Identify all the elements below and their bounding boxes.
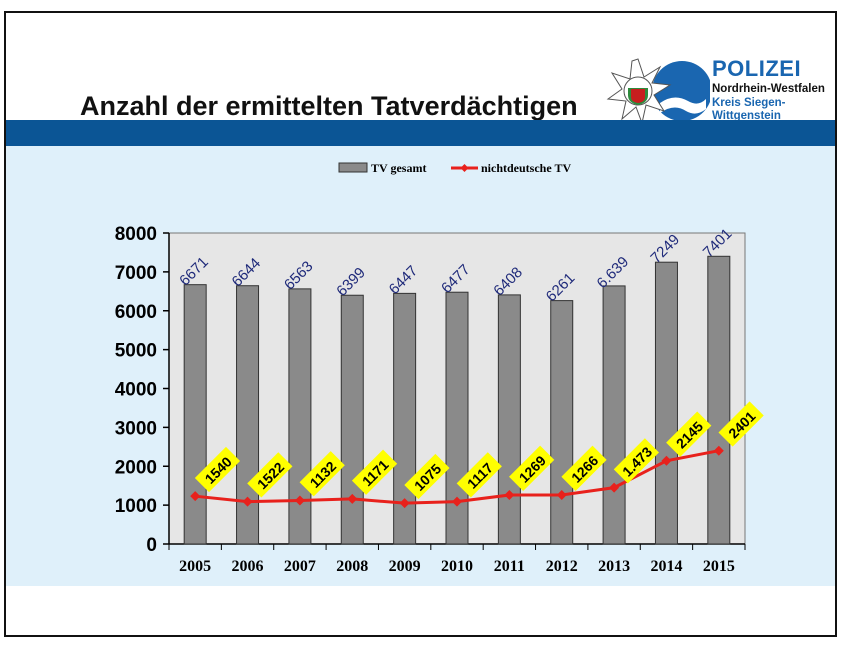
legend-bar-swatch: [338, 162, 368, 173]
line-point: [609, 482, 620, 493]
line-point: [242, 496, 253, 507]
line-label-box: [718, 401, 764, 447]
legend-bar-label: TV gesamt: [371, 161, 426, 175]
line-label-box: [404, 453, 450, 500]
line-point: [399, 498, 410, 509]
bar: [707, 255, 731, 545]
line-label-box: [666, 411, 712, 457]
bar: [550, 300, 574, 545]
chart: 0 1000 2000 3000 4000 5000 6000 7000 8000 2005 200…: [115, 161, 764, 575]
x-tick-label: 2009: [389, 558, 421, 575]
line-label-box: [299, 451, 345, 497]
bar: [497, 294, 521, 545]
y-tick-label: 0: [146, 535, 157, 556]
y-tick-label: 1000: [115, 496, 157, 517]
police-logo: POLIZEI Nordrhein-Westfalen Kreis Siegen…: [602, 51, 842, 131]
line-label-box: [509, 445, 555, 491]
header-band: [6, 120, 835, 146]
line-point: [661, 455, 672, 466]
bar: [602, 285, 626, 545]
bar: [288, 288, 312, 545]
police-star-icon: [606, 58, 710, 125]
legend-line-marker: [460, 164, 469, 172]
x-tick-label: 2011: [494, 558, 525, 575]
line-point: [713, 445, 724, 456]
line-point: [347, 493, 358, 504]
y-tick-label: 5000: [115, 341, 157, 362]
line-point: [190, 491, 201, 502]
x-tick-label: 2005: [179, 558, 211, 575]
bar: [654, 261, 678, 545]
line-label-box: [351, 449, 398, 495]
y-tick-label: 6000: [115, 302, 157, 323]
bar: [340, 294, 364, 545]
line-label-box: [247, 452, 293, 498]
y-tick-label: 2000: [115, 457, 157, 478]
line-label-box: [561, 445, 607, 491]
legend-line-label: nichtdeutsche TV: [481, 161, 571, 175]
y-tick-label: 3000: [115, 418, 157, 439]
logo-title: POLIZEI: [712, 56, 802, 81]
logo-state: Nordrhein-Westfalen: [712, 83, 825, 95]
line-label-box: [613, 438, 660, 484]
line-label-box: [194, 446, 241, 493]
x-tick-label: 2012: [546, 558, 578, 575]
y-tick-label: 8000: [115, 224, 157, 245]
x-tick-label: 2015: [703, 558, 735, 575]
line-point: [556, 490, 567, 501]
logo-district-2: Wittgenstein: [712, 110, 781, 122]
x-tick-label: 2008: [336, 558, 368, 575]
x-tick-label: 2014: [650, 558, 682, 575]
line-point: [504, 490, 515, 501]
x-tick-label: 2006: [232, 558, 264, 575]
line-point: [452, 496, 462, 507]
y-tick-label: 4000: [115, 380, 157, 401]
x-tick-label: 2007: [284, 558, 316, 575]
logo-district-1: Kreis Siegen-: [712, 97, 786, 109]
line-point: [294, 495, 305, 506]
slide-title: Anzahl der ermittelten Tatverdächtigen: [80, 91, 578, 121]
x-tick-label: 2013: [598, 558, 630, 575]
chart-panel: 0 1000 2000 3000 4000 5000 6000 7000 8000 2005 200…: [6, 146, 835, 586]
bar: [183, 284, 207, 545]
x-tick-label: 2010: [441, 558, 473, 575]
line-label-box: [456, 452, 502, 498]
y-tick-label: 7000: [115, 263, 157, 284]
